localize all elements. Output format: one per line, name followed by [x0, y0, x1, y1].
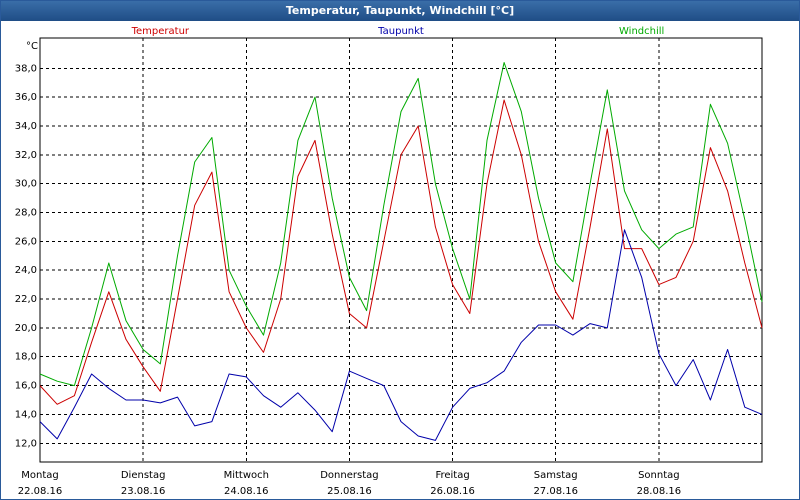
series-line	[39, 229, 763, 441]
y-tick-label: 36,0	[15, 92, 37, 103]
y-tick-label: 28,0	[15, 208, 37, 219]
y-tick-label: 12,0	[15, 438, 37, 449]
x-tick-date: 27.08.16	[533, 486, 578, 497]
y-tick-label: 16,0	[15, 381, 37, 392]
y-tick-label: 38,0	[15, 63, 37, 74]
x-tick-label: Samstag	[534, 470, 578, 481]
y-tick-label: 30,0	[15, 179, 37, 190]
x-tick-label: Montag	[21, 470, 58, 481]
y-tick-label: 26,0	[15, 236, 37, 247]
x-tick-date: 25.08.16	[327, 486, 372, 497]
x-tick-label: Dienstag	[121, 470, 166, 481]
legend-label: Taupunkt	[377, 26, 424, 37]
legend-label: Windchill	[619, 26, 664, 37]
plot-border	[39, 37, 763, 463]
x-tick-date: 22.08.16	[18, 486, 63, 497]
y-axis-label: °C	[26, 41, 38, 52]
x-tick-date: 28.08.16	[637, 486, 682, 497]
x-tick-date: 26.08.16	[430, 486, 475, 497]
x-tick-date: 24.08.16	[224, 486, 269, 497]
y-tick-label: 24,0	[15, 265, 37, 276]
y-tick-label: 14,0	[15, 409, 37, 420]
y-tick-label: 18,0	[15, 352, 37, 363]
x-tick-date: 23.08.16	[121, 486, 166, 497]
y-tick-label: 32,0	[15, 150, 37, 161]
series-line	[39, 99, 763, 405]
y-tick-label: 20,0	[15, 323, 37, 334]
y-tick-label: 34,0	[15, 121, 37, 132]
legend-label: Temperatur	[131, 26, 190, 37]
x-tick-label: Donnerstag	[320, 470, 378, 481]
plot-area	[40, 38, 762, 462]
series-line	[39, 62, 763, 387]
title-bar: Temperatur, Taupunkt, Windchill [°C]	[1, 1, 799, 21]
x-tick-label: Freitag	[435, 470, 469, 481]
x-tick-label: Sonntag	[638, 470, 680, 481]
x-tick-label: Mittwoch	[224, 470, 269, 481]
y-tick-label: 22,0	[15, 294, 37, 305]
